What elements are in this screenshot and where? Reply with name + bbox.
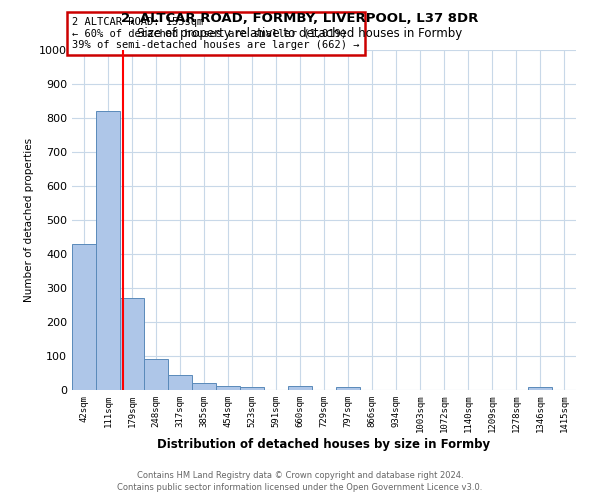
X-axis label: Distribution of detached houses by size in Formby: Distribution of detached houses by size …: [157, 438, 491, 451]
Bar: [168, 374, 192, 390]
Text: Size of property relative to detached houses in Formby: Size of property relative to detached ho…: [137, 28, 463, 40]
Bar: [336, 388, 360, 390]
Bar: [120, 298, 144, 390]
Bar: [240, 388, 264, 390]
Bar: [288, 386, 312, 390]
Bar: [144, 360, 168, 390]
Y-axis label: Number of detached properties: Number of detached properties: [23, 138, 34, 302]
Bar: [216, 386, 240, 390]
Text: Contains public sector information licensed under the Open Government Licence v3: Contains public sector information licen…: [118, 484, 482, 492]
Bar: [72, 244, 96, 390]
Bar: [96, 111, 120, 390]
Text: 2 ALTCAR ROAD: 153sqm
← 60% of detached houses are smaller (1,019)
39% of semi-d: 2 ALTCAR ROAD: 153sqm ← 60% of detached …: [72, 17, 359, 50]
Text: 2, ALTCAR ROAD, FORMBY, LIVERPOOL, L37 8DR: 2, ALTCAR ROAD, FORMBY, LIVERPOOL, L37 8…: [121, 12, 479, 26]
Bar: [192, 383, 216, 390]
Text: Contains HM Land Registry data © Crown copyright and database right 2024.: Contains HM Land Registry data © Crown c…: [137, 471, 463, 480]
Bar: [528, 388, 552, 390]
